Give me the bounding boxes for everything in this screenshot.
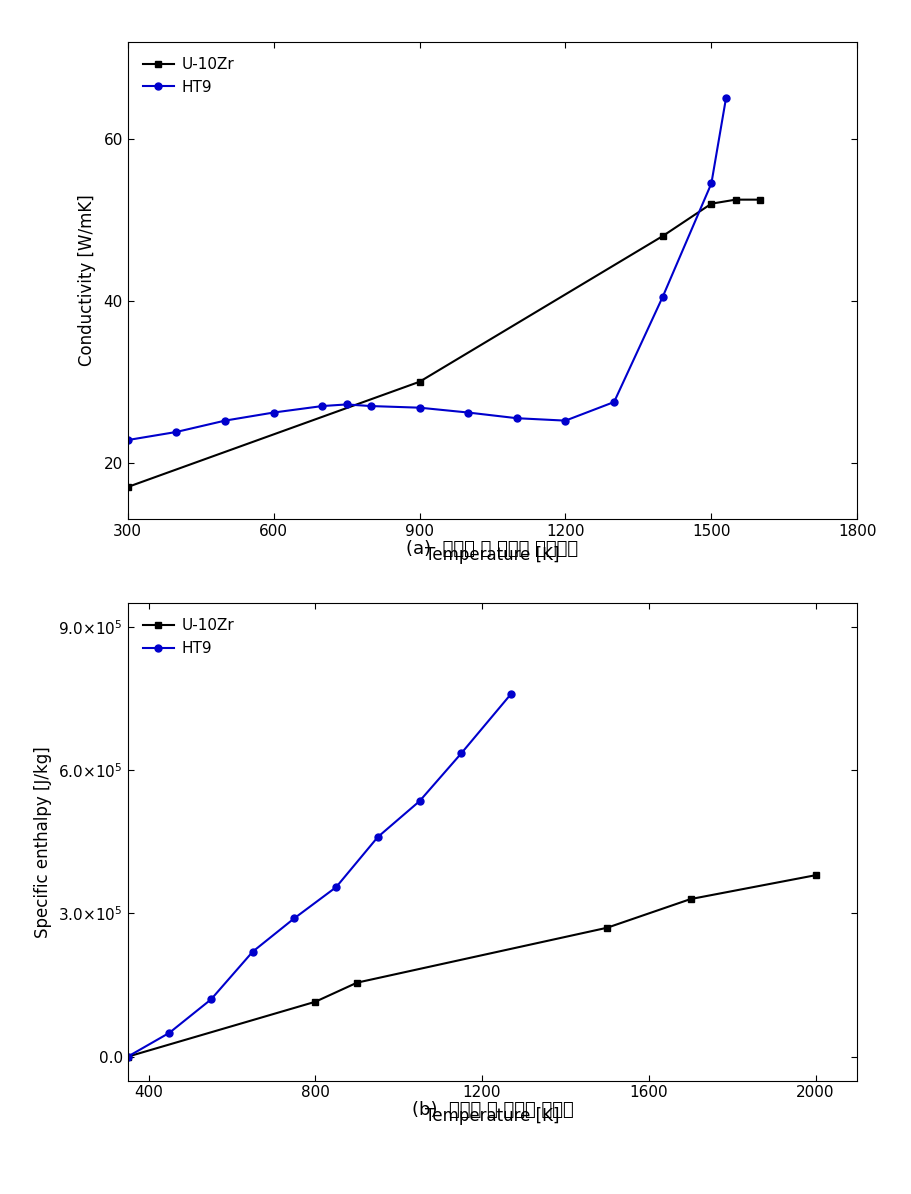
- HT9: [289, 911, 300, 925]
- HT9: [331, 880, 342, 894]
- HT9: [372, 830, 383, 844]
- HT9: [456, 746, 466, 761]
- HT9: [247, 944, 258, 959]
- HT9: [365, 399, 376, 413]
- HT9: [205, 992, 216, 1007]
- HT9: [608, 395, 619, 410]
- U-10Zr: [684, 892, 695, 906]
- U-10Zr: [809, 868, 820, 882]
- Line: HT9: HT9: [124, 690, 514, 1060]
- Line: U-10Zr: U-10Zr: [124, 196, 763, 491]
- Y-axis label: Specific enthalpy [J/kg]: Specific enthalpy [J/kg]: [34, 746, 52, 937]
- Text: (b)  핵연료 및 피복관 엔탈피: (b) 핵연료 및 피복관 엔탈피: [411, 1101, 573, 1119]
- Line: U-10Zr: U-10Zr: [124, 872, 818, 1060]
- HT9: [559, 413, 570, 427]
- U-10Zr: [122, 480, 133, 494]
- HT9: [414, 794, 425, 808]
- HT9: [164, 1026, 175, 1040]
- HT9: [705, 177, 716, 191]
- HT9: [414, 400, 425, 414]
- HT9: [122, 1050, 133, 1064]
- HT9: [170, 425, 181, 439]
- HT9: [720, 91, 731, 105]
- X-axis label: Temperature [K]: Temperature [K]: [425, 1107, 559, 1126]
- U-10Zr: [601, 921, 612, 935]
- U-10Zr: [310, 995, 321, 1009]
- HT9: [462, 406, 473, 420]
- Text: (a)  핵연료 및 피복관 열전도도: (a) 핵연료 및 피복관 열전도도: [406, 540, 578, 558]
- U-10Zr: [414, 375, 425, 389]
- HT9: [341, 398, 352, 412]
- U-10Zr: [730, 192, 741, 207]
- U-10Zr: [122, 1050, 133, 1064]
- Y-axis label: Conductivity [W/mK]: Conductivity [W/mK]: [78, 195, 97, 367]
- HT9: [316, 399, 327, 413]
- HT9: [122, 433, 133, 448]
- HT9: [511, 411, 522, 425]
- Legend: U-10Zr, HT9: U-10Zr, HT9: [135, 610, 241, 664]
- Legend: U-10Zr, HT9: U-10Zr, HT9: [135, 49, 241, 103]
- U-10Zr: [657, 229, 668, 244]
- HT9: [657, 290, 668, 304]
- X-axis label: Temperature [K]: Temperature [K]: [425, 546, 559, 565]
- HT9: [220, 413, 230, 427]
- Line: HT9: HT9: [124, 96, 729, 443]
- U-10Zr: [351, 975, 362, 990]
- HT9: [506, 687, 517, 701]
- U-10Zr: [753, 192, 764, 207]
- HT9: [268, 406, 279, 420]
- U-10Zr: [705, 197, 716, 211]
